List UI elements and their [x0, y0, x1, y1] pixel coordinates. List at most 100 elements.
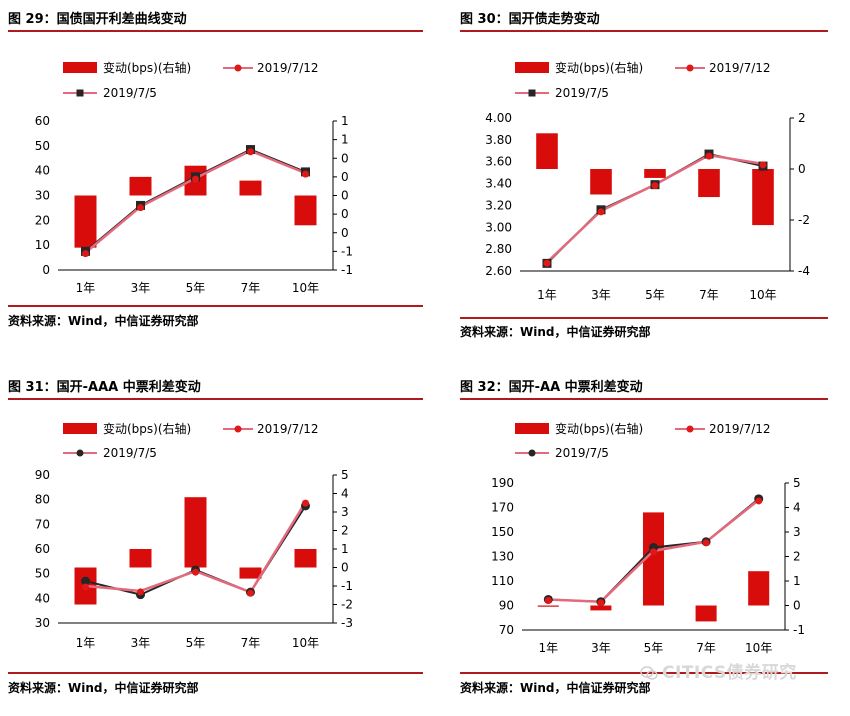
point-new	[544, 596, 552, 604]
right-tick-label: 0	[341, 151, 349, 165]
category-label: 5年	[186, 281, 206, 295]
left-tick-label: 0	[42, 263, 50, 277]
category-label: 1年	[76, 281, 96, 295]
left-tick-label: 90	[35, 468, 50, 482]
footer-rule	[460, 317, 828, 319]
chart-panel-30: 图 30：国开债走势变动 变动(bps)(右轴) 2019/7/12 2019/7/…	[460, 8, 850, 348]
category-label: 10年	[749, 288, 776, 302]
source-note: 资料来源：Wind，中信证券研究部	[460, 325, 651, 339]
chart-title: 图 30：国开债走势变动	[460, 12, 600, 27]
point-new	[82, 250, 89, 258]
category-label: 10年	[292, 636, 319, 650]
point-new	[247, 148, 254, 156]
category-label: 5年	[644, 641, 664, 655]
change-bar	[642, 512, 665, 606]
right-tick-label: 3	[793, 525, 801, 539]
change-bar	[748, 571, 770, 606]
right-tick-label: 0	[341, 189, 349, 203]
right-tick-label: 5	[793, 476, 801, 490]
footer-rule	[8, 305, 423, 307]
left-tick-label: 80	[35, 493, 50, 507]
change-bar	[695, 605, 717, 622]
watermark-text: CITICS债券研究	[662, 663, 797, 683]
change-bar	[536, 133, 558, 169]
left-tick-label: 50	[35, 139, 50, 153]
category-label: 5年	[645, 288, 665, 302]
point-new	[651, 182, 659, 190]
chart-svg: 变动(bps)(右轴) 2019/7/122019/7/5010203040506…	[35, 60, 353, 295]
title-rule	[8, 398, 423, 400]
legend-label-new: 2019/7/12	[257, 422, 319, 436]
chart-svg: 变动(bps)(右轴) 2019/7/12 2019/7/5 2.60 2.80 3.00…	[485, 60, 810, 302]
point-new	[302, 499, 309, 507]
change-bar	[239, 567, 262, 579]
category-label: 3年	[131, 281, 151, 295]
source-note: 资料来源：Wind，中信证券研究部	[460, 681, 651, 695]
left-tick-label: 190	[491, 476, 514, 490]
change-bar	[698, 169, 720, 198]
right-tick-label: -1	[793, 623, 805, 637]
legend-label-old: 2019/7/5	[555, 446, 609, 460]
category-label: 7年	[241, 636, 261, 650]
left-tick-label: 40	[35, 164, 50, 178]
change-bar	[184, 497, 207, 568]
left-tick-label: 10	[35, 238, 50, 252]
left-tick-label: 30	[35, 616, 50, 630]
point-old	[81, 576, 90, 586]
category-label: 10年	[745, 641, 772, 655]
right-tick-label: 1	[341, 542, 349, 556]
right-tick-label: -2	[341, 598, 353, 612]
right-tick-label: 1	[793, 574, 801, 588]
right-tick-label: 2	[341, 524, 349, 538]
point-new	[702, 539, 710, 547]
legend-marker-old	[528, 89, 536, 97]
title-rule	[460, 30, 828, 32]
point-new	[247, 589, 254, 597]
category-label: 1年	[538, 641, 558, 655]
legend-bar-swatch	[515, 62, 549, 73]
right-tick-label: 2	[798, 111, 806, 125]
legend-bar-swatch	[515, 423, 549, 434]
right-tick-label: 3	[341, 505, 349, 519]
left-tick-label: 70	[499, 623, 514, 637]
chart-svg: 变动(bps)(右轴) 2019/7/122019/7/5304050607080…	[35, 421, 353, 650]
legend-label-change: 变动(bps)(右轴)	[103, 421, 191, 436]
change-bar	[294, 195, 317, 226]
right-tick-label: 5	[341, 468, 349, 482]
right-tick-label: 0	[798, 162, 806, 176]
left-tick-label: 4.00	[485, 111, 512, 125]
point-new	[597, 599, 605, 607]
left-tick-label: 70	[35, 517, 50, 531]
legend-marker-new	[686, 425, 694, 433]
right-tick-label: 0	[341, 561, 349, 575]
change-bar	[537, 605, 559, 607]
change-bar	[129, 176, 152, 196]
source-note: 资料来源：Wind，中信证券研究部	[8, 314, 199, 328]
right-tick-label: -4	[798, 264, 810, 278]
category-label: 3年	[591, 288, 611, 302]
legend-label-old: 2019/7/5	[103, 86, 157, 100]
left-tick-label: 50	[35, 567, 50, 581]
chart-title: 图 32：国开-AA 中票利差变动	[460, 380, 643, 395]
left-tick-label: 60	[35, 542, 50, 556]
point-new	[759, 161, 767, 169]
chart-title: 图 31：国开-AAA 中票利差变动	[8, 380, 201, 395]
change-bar	[239, 180, 262, 196]
legend-label-change: 变动(bps)(右轴)	[103, 60, 191, 75]
right-tick-label: 0	[341, 170, 349, 184]
category-label: 5年	[186, 636, 206, 650]
legend-marker-new	[234, 64, 242, 72]
left-tick-label: 130	[491, 550, 514, 564]
footer-rule	[8, 672, 423, 674]
left-tick-label: 2.80	[485, 242, 512, 256]
left-tick-label: 3.60	[485, 155, 512, 169]
right-tick-label: -1	[341, 244, 353, 258]
chart-panel-29: 图 29：国债国开利差曲线变动 变动(bps)(右轴) 2019/7/12 2019…	[8, 8, 423, 348]
chart-svg: 变动(bps)(右轴) 2019/7/122019/7/5709011013015…	[491, 421, 805, 655]
right-tick-label: 1	[341, 114, 349, 128]
legend-label-new: 2019/7/12	[709, 61, 771, 75]
left-tick-label: 20	[35, 213, 50, 227]
left-tick-label: 170	[491, 501, 514, 515]
right-tick-label: -1	[341, 579, 353, 593]
change-bar	[752, 169, 774, 226]
